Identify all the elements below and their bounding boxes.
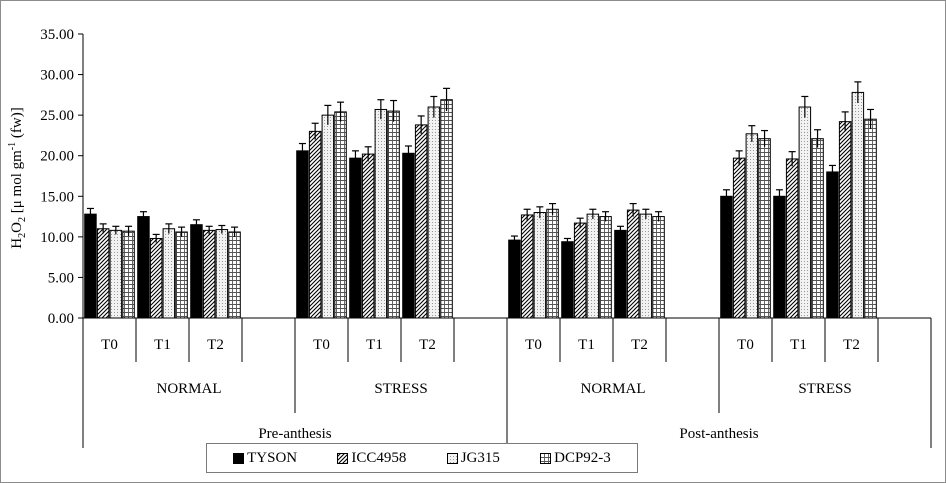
y-tick-label: 10.00 [40,230,74,246]
legend-label: DCP92-3 [554,449,611,466]
bar [652,216,665,319]
bar [798,106,812,319]
bar [308,130,322,319]
bar [361,153,375,319]
bar [334,111,347,319]
y-tick-label: 15.00 [40,189,74,205]
bar [122,230,135,319]
y-axis: 0.00 5.00 10.00 15.00 20.00 25.00 30.00 35.00 [40,27,84,327]
legend-swatch-dotted [446,452,458,464]
bar [137,216,150,319]
y-tick-label: 35.00 [40,27,74,43]
x-category-label: T1 [154,337,171,353]
y-tick-label: 0.00 [48,311,74,327]
y-tick-label: 5.00 [48,270,74,286]
bar [864,118,877,319]
bar [533,212,547,319]
bar [215,229,229,319]
x-category-label: T1 [578,337,595,353]
bar [296,150,309,319]
bar [149,237,163,319]
bar [427,106,441,319]
bar [745,133,759,319]
bar [573,222,587,319]
legend: TYSON ICC4958 JG315 DCP92-3 [206,443,638,473]
bar [599,216,612,319]
bar [175,231,188,319]
legend-item-dcp92-3: DCP92-3 [540,450,611,467]
x-condition-label: NORMAL [580,381,645,397]
bar [811,138,824,319]
bar [190,224,203,319]
y-tick-label: 20.00 [40,149,74,165]
x-condition-label: STRESS [798,381,851,397]
x-category-label: T0 [525,337,542,353]
legend-item-icc4958: ICC4958 [337,450,406,467]
bar [202,229,216,319]
x-category-label: T0 [737,337,754,353]
legend-label: TYSON [247,449,298,466]
x-axis: T0 T1 T2 T0 T1 T2 T0 T1 T2 T0 T1 T2 NORMAL STRESS NORM… [82,317,932,448]
bar [349,157,362,319]
x-category-label: T1 [366,337,383,353]
bar [720,195,733,319]
legend-label: ICC4958 [351,449,407,466]
bar [321,114,335,319]
bar [732,157,746,319]
x-condition-label: STRESS [374,381,427,397]
legend-item-tyson: TYSON [233,450,297,467]
bar [162,228,176,319]
bars [84,81,877,319]
bar [586,213,600,319]
bar [826,171,839,319]
bar [440,99,453,319]
x-category-label: T0 [101,337,118,353]
legend-swatch-solid [233,452,245,464]
bar [626,209,640,319]
bar [838,121,852,319]
legend-label: JG315 [460,449,500,466]
y-tick-label: 30.00 [40,68,74,84]
legend-swatch-diagonal [337,452,349,464]
bar [84,213,97,319]
bar [758,138,771,319]
bar [614,229,627,319]
bar [228,231,241,319]
x-stage-label: Post-anthesis [679,426,758,442]
legend-swatch-grid [540,452,552,464]
x-category-label: T2 [207,337,224,353]
x-category-label: T2 [631,337,648,353]
x-category-label: T1 [790,337,807,353]
bar [785,158,799,319]
bar [109,229,123,319]
bar [414,124,428,319]
bar [851,91,865,319]
bar [520,214,534,319]
bar [374,108,388,319]
y-tick-label: 25.00 [40,108,74,124]
y-axis-label: H2O2 [μ mol gm-1 (fw)] [7,107,28,248]
x-category-label: T2 [419,337,436,353]
bar [508,239,521,319]
bar [561,241,574,319]
bar [96,228,110,319]
x-category-label: T0 [313,337,330,353]
x-category-label: T2 [843,337,860,353]
bar [639,213,653,319]
x-condition-label: NORMAL [156,381,221,397]
bar [546,208,559,319]
legend-item-jg315: JG315 [446,449,500,467]
bar [402,152,415,319]
x-stage-label: Pre-anthesis [258,426,331,442]
bar [773,195,786,319]
bar [387,110,400,319]
